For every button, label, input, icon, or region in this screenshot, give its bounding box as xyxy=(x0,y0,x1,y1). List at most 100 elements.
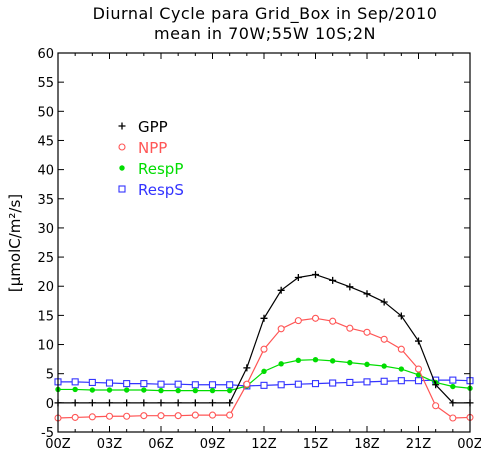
legend-label: RespP xyxy=(138,160,183,178)
y-tick-label: 5 xyxy=(46,368,54,383)
gpp-point xyxy=(449,399,457,407)
legend-item-respp: RespP xyxy=(119,160,183,178)
y-tick-label: 25 xyxy=(37,251,54,266)
resps-point xyxy=(363,378,371,386)
gpp-point xyxy=(397,312,405,320)
resps-point xyxy=(88,378,96,386)
y-tick-label: 55 xyxy=(37,76,54,91)
y-tick-label: 60 xyxy=(37,47,54,62)
resps-point xyxy=(174,380,182,388)
respp-point xyxy=(381,363,387,369)
resps-point xyxy=(226,381,234,389)
respp-point xyxy=(329,358,336,364)
y-tick-label: 40 xyxy=(37,164,54,179)
respp-point xyxy=(106,387,113,393)
legend-label: RespS xyxy=(138,181,184,199)
npp-point xyxy=(140,412,148,420)
gpp-point xyxy=(174,399,182,407)
gpp-point xyxy=(157,399,165,407)
resps-point xyxy=(277,381,285,389)
npp-point xyxy=(243,380,251,388)
y-axis-label: [μmolC/m²/s] xyxy=(6,194,24,292)
axis-layer: -5 0 5 10 15 20 25 30 35 40 45 50 55 60 00Z 03Z 06Z 09Z 12… xyxy=(37,47,481,452)
gpp-point xyxy=(277,286,285,294)
gpp-point xyxy=(260,314,268,322)
respp-point xyxy=(72,386,78,393)
gpp-point xyxy=(140,399,148,407)
npp-point xyxy=(157,412,165,420)
respp-point xyxy=(415,372,422,378)
x-tick-label: 06Z xyxy=(148,437,174,452)
npp-point xyxy=(294,317,302,325)
gpp-point xyxy=(346,283,354,291)
respp-point xyxy=(123,387,130,393)
legend-item-gpp: GPP xyxy=(118,118,168,136)
npp-point xyxy=(329,317,337,325)
respp-point xyxy=(278,361,284,367)
npp-point xyxy=(449,414,457,422)
resps-point xyxy=(140,380,148,388)
gpp-point xyxy=(209,399,216,407)
resps-point xyxy=(71,378,79,386)
x-tick-label: 09Z xyxy=(200,437,226,452)
legend-marker xyxy=(118,185,126,193)
respp-point xyxy=(347,359,353,366)
resps-point xyxy=(311,380,320,388)
gpp-point xyxy=(71,399,79,407)
npp-point xyxy=(174,412,182,420)
respp-point xyxy=(312,356,319,363)
npp-point xyxy=(277,325,285,333)
respp-point xyxy=(295,357,302,363)
series-layer xyxy=(54,271,474,422)
gpp-point xyxy=(312,271,319,279)
y-tick-label: 50 xyxy=(37,105,54,120)
resps-point xyxy=(260,381,268,389)
gpp-point xyxy=(106,399,113,407)
series-resps xyxy=(54,376,474,390)
gpp-point xyxy=(432,381,440,389)
resps-point xyxy=(449,376,457,384)
plot-frame xyxy=(57,52,471,433)
resps-point xyxy=(397,377,405,385)
npp-point xyxy=(260,345,268,353)
chart-subtitle: mean in 70W;55W 10S;2N xyxy=(154,24,376,43)
legend-item-npp: NPP xyxy=(118,139,167,157)
y-tick-label: 0 xyxy=(46,397,54,412)
legend-marker xyxy=(119,165,125,171)
respp-point xyxy=(209,387,216,394)
npp-point xyxy=(105,412,114,420)
x-tick-label: 18Z xyxy=(354,437,380,452)
x-tick-label: 00Z xyxy=(45,437,71,452)
y-tick-label: 10 xyxy=(37,339,54,354)
respp-point xyxy=(158,387,164,394)
respp-point xyxy=(175,387,181,394)
legend: GPP NPP RespP RespS xyxy=(118,118,184,199)
respp-point xyxy=(450,383,456,390)
y-tick-label: -5 xyxy=(41,426,54,441)
resps-point xyxy=(329,379,337,387)
legend-label: GPP xyxy=(138,118,168,136)
legend-marker xyxy=(118,143,126,151)
gpp-point xyxy=(294,273,302,281)
resps-point xyxy=(346,378,354,386)
x-tick-label: 12Z xyxy=(251,437,277,452)
npp-point xyxy=(123,412,131,420)
respp-point xyxy=(141,387,147,393)
resps-point xyxy=(208,381,217,389)
respp-point xyxy=(398,366,405,372)
gpp-point xyxy=(329,276,337,284)
resps-point xyxy=(105,379,114,387)
respp-point xyxy=(226,387,233,394)
resps-point xyxy=(123,380,131,388)
resps-point xyxy=(380,377,388,385)
y-tick-label: 45 xyxy=(37,134,54,149)
npp-point xyxy=(311,314,320,322)
respp-point xyxy=(364,361,370,368)
x-tick-label: 21Z xyxy=(406,437,432,452)
gpp-point xyxy=(123,399,131,407)
npp-point xyxy=(88,413,96,421)
npp-point xyxy=(191,411,199,419)
y-tick-label: 30 xyxy=(37,222,54,237)
series-npp xyxy=(54,314,474,422)
